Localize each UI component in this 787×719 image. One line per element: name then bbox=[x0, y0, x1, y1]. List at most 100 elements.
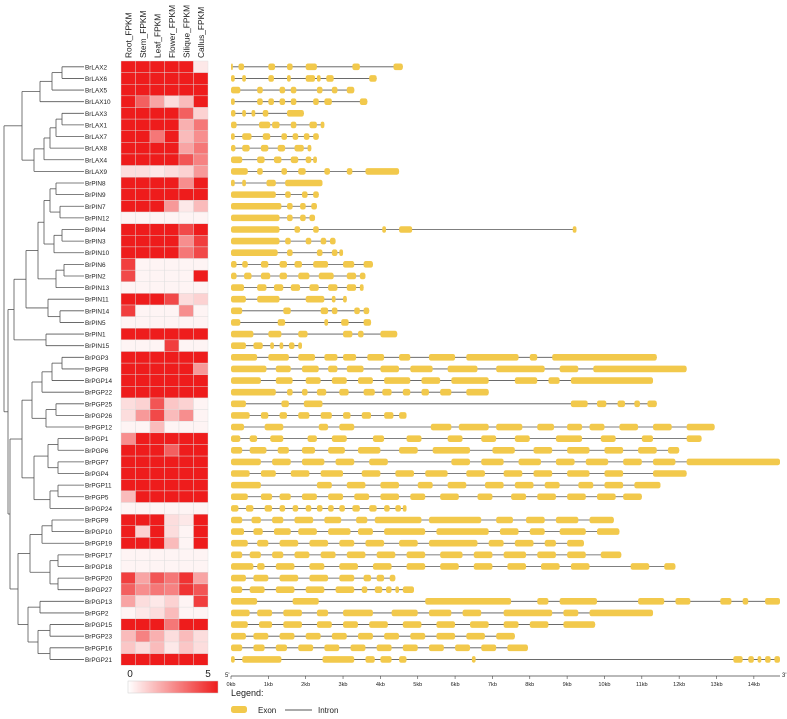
heat-cell-BrPIN7-Callus_FPKM bbox=[193, 200, 209, 213]
gene-structure-BrPGP16 bbox=[231, 644, 528, 652]
exon-BrPGP5-11 bbox=[511, 493, 527, 501]
heat-cell-BrPGP18-Callus_FPKM bbox=[193, 560, 209, 573]
exon-BrPGP10-8 bbox=[436, 528, 489, 535]
exon-BrPGP10-11 bbox=[559, 528, 586, 535]
gene-structure-BrPGP4 bbox=[231, 470, 687, 477]
exon-BrPGP16-8 bbox=[402, 644, 418, 652]
exon-BrPGP24-9 bbox=[339, 505, 345, 512]
exon-BrPGP6-2 bbox=[249, 446, 267, 454]
exon-BrPGP10-7 bbox=[384, 528, 426, 535]
heat-cell-BrPIN7-Leaf_FPKM bbox=[149, 200, 165, 213]
exon-BrPGP1-7 bbox=[406, 435, 422, 442]
exon-BrPGP16-3 bbox=[275, 644, 288, 652]
exon-BrPGP10-9 bbox=[499, 528, 519, 535]
exon-BrPGP16-9 bbox=[428, 644, 444, 652]
exon-BrLAX10-7 bbox=[324, 98, 332, 105]
exon-BrPGP3-3 bbox=[298, 354, 316, 361]
exon-BrPGP19-2 bbox=[257, 539, 269, 547]
heat-cell-BrLAX5-Leaf_FPKM bbox=[149, 84, 165, 97]
gene-structure-BrLAX4 bbox=[231, 156, 317, 164]
gene-structure-BrPGP3 bbox=[231, 354, 657, 361]
heat-cell-BrPIN13-Callus_FPKM bbox=[193, 281, 209, 294]
exon-BrPIN9-4 bbox=[313, 191, 319, 198]
exon-BrPGP18-4 bbox=[309, 563, 325, 570]
heat-cell-BrPGP14-Leaf_FPKM bbox=[149, 374, 165, 387]
exon-BrPIN3-2 bbox=[285, 237, 291, 245]
heat-cell-BrPGP7-Root_FPKM bbox=[120, 455, 136, 468]
exon-BrPGP8-10 bbox=[559, 365, 579, 373]
axis-tick-label-1kb: 1kb bbox=[264, 682, 273, 688]
exon-BrLAX6-7 bbox=[326, 75, 334, 82]
heat-cell-BrPGP9-Silique_FPKM bbox=[178, 513, 194, 526]
exon-BrPGP6-13 bbox=[638, 446, 657, 454]
exon-BrPGP9-7 bbox=[374, 516, 422, 524]
exon-BrPGP7-11 bbox=[623, 458, 642, 466]
heat-cell-BrPGP14-Callus_FPKM bbox=[193, 374, 209, 387]
gene-structure-BrPGP13 bbox=[231, 598, 780, 605]
exon-BrPGP27-9 bbox=[395, 586, 400, 594]
exon-BrPIN1-5 bbox=[357, 330, 364, 338]
heat-cell-BrPGP13-Silique_FPKM bbox=[178, 595, 194, 608]
exon-BrPIN10-3 bbox=[316, 249, 323, 257]
exon-BrLAX10-1 bbox=[231, 98, 235, 105]
exon-BrPGP14-8 bbox=[451, 377, 489, 384]
heat-cell-BrPIN11-Root_FPKM bbox=[120, 293, 136, 306]
exon-BrPGP17-6 bbox=[346, 551, 366, 559]
heat-cell-BrPIN14-Silique_FPKM bbox=[178, 304, 194, 317]
exon-BrPGP23-11 bbox=[496, 632, 515, 640]
heat-cell-BrPGP26-Callus_FPKM bbox=[193, 409, 209, 422]
exon-BrPGP10-10 bbox=[529, 528, 545, 535]
exon-BrPGP18-14 bbox=[664, 563, 676, 570]
heat-cell-BrPGP27-Stem_FPKM bbox=[135, 583, 151, 596]
exon-BrPGP21-4 bbox=[365, 656, 375, 663]
heat-cell-BrLAX1-Callus_FPKM bbox=[193, 118, 209, 131]
heat-cell-BrPGP14-Silique_FPKM bbox=[178, 374, 194, 387]
heat-cell-BrPIN3-Stem_FPKM bbox=[135, 235, 151, 248]
exon-BrLAX4-6 bbox=[313, 156, 317, 164]
exon-BrPGP16-1 bbox=[231, 644, 243, 652]
exon-BrPGP13-8 bbox=[720, 598, 732, 605]
heat-cell-BrLAX7-Flower_FPKM bbox=[164, 130, 180, 143]
axis-tick-label-4kb: 4kb bbox=[376, 682, 385, 688]
heat-cell-BrPGP15-Leaf_FPKM bbox=[149, 618, 165, 631]
column-header-Leaf_FPKM: Leaf_FPKM bbox=[152, 14, 162, 58]
exon-BrPGP19-3 bbox=[279, 539, 299, 547]
heat-cell-BrPIN14-Stem_FPKM bbox=[135, 304, 151, 317]
exon-BrPIN8-3 bbox=[266, 179, 276, 187]
heat-cell-BrPGP6-Callus_FPKM bbox=[193, 444, 209, 457]
exon-BrPGP26-9 bbox=[399, 412, 407, 419]
heat-cell-BrPGP7-Flower_FPKM bbox=[164, 455, 180, 468]
heat-cell-BrPIN8-Leaf_FPKM bbox=[149, 176, 165, 190]
heat-cell-BrLAX10-Flower_FPKM bbox=[164, 95, 180, 108]
heat-cell-BrPIN9-Silique_FPKM bbox=[178, 188, 194, 201]
exon-BrPIN15-2 bbox=[253, 342, 263, 349]
exon-BrPGP24-5 bbox=[292, 505, 299, 512]
gene-structure-BrLAX8 bbox=[231, 144, 312, 152]
exon-BrPGP5-14 bbox=[597, 493, 616, 501]
exon-BrPGP27-10 bbox=[402, 586, 414, 594]
heat-cell-BrPIN4-Flower_FPKM bbox=[164, 223, 180, 236]
exon-BrPIN12-2 bbox=[287, 214, 293, 222]
heat-cell-BrPGP2-Callus_FPKM bbox=[193, 606, 209, 619]
heat-cell-BrLAX2-Leaf_FPKM bbox=[149, 60, 165, 73]
exon-BrPGP2-4 bbox=[316, 609, 329, 617]
heat-cell-BrPIN4-Root_FPKM bbox=[120, 223, 136, 236]
exon-BrPIN6-3 bbox=[260, 261, 269, 268]
heat-cell-BrLAX4-Leaf_FPKM bbox=[149, 153, 165, 166]
exon-BrPGP2-8 bbox=[462, 609, 482, 617]
heat-cell-BrLAX9-Silique_FPKM bbox=[178, 165, 194, 178]
exon-BrPGP25-2 bbox=[281, 400, 289, 408]
heat-cell-BrPGP19-Stem_FPKM bbox=[135, 537, 151, 550]
heat-cell-BrLAX9-Stem_FPKM bbox=[135, 165, 151, 178]
heat-cell-BrPIN13-Silique_FPKM bbox=[178, 281, 194, 294]
heat-cell-BrLAX8-Leaf_FPKM bbox=[149, 142, 165, 155]
exon-BrLAX6-3 bbox=[268, 75, 274, 82]
exon-BrPGP15-2 bbox=[259, 621, 273, 628]
exon-BrPGP8-9 bbox=[496, 365, 545, 373]
gene-structure-BrPGP7 bbox=[231, 458, 780, 466]
heat-cell-BrPGP24-Stem_FPKM bbox=[135, 502, 151, 515]
exon-BrPGP18-11 bbox=[540, 563, 560, 570]
gene-label-BrPGP15: BrPGP15 bbox=[85, 622, 112, 629]
exon-BrPIN2-3 bbox=[260, 272, 271, 280]
heat-cell-BrLAX6-Flower_FPKM bbox=[164, 72, 180, 85]
